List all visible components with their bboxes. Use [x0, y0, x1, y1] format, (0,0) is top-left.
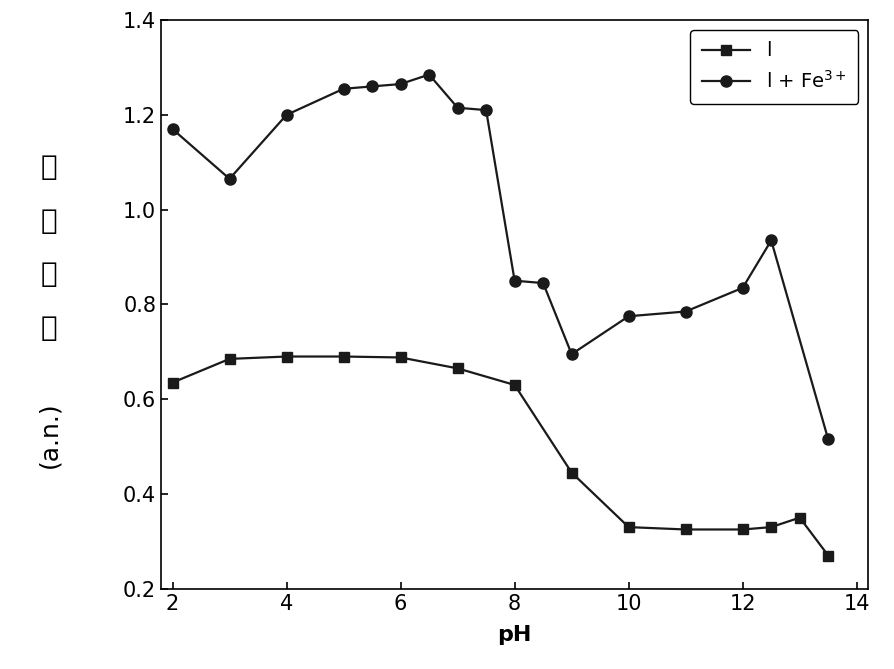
Text: 吸: 吸 [41, 153, 57, 181]
l [509, 381, 519, 389]
Line: l: l [167, 352, 832, 561]
l + Fe$^{3+}$ [679, 308, 690, 316]
l [338, 353, 349, 361]
Legend: l, l + Fe$^{3+}$: l, l + Fe$^{3+}$ [689, 30, 857, 104]
l [395, 353, 406, 361]
Text: 度: 度 [41, 314, 57, 342]
l [822, 551, 832, 559]
l + Fe$^{3+}$ [281, 111, 291, 119]
l + Fe$^{3+}$ [423, 70, 434, 78]
Text: 收: 收 [41, 207, 57, 235]
l [622, 523, 633, 531]
l + Fe$^{3+}$ [451, 104, 462, 112]
l + Fe$^{3+}$ [167, 125, 178, 133]
l [167, 379, 178, 387]
l [566, 468, 577, 476]
l [451, 365, 462, 373]
l + Fe$^{3+}$ [537, 279, 548, 287]
l [765, 523, 776, 531]
l [679, 525, 690, 533]
l + Fe$^{3+}$ [509, 277, 519, 285]
l + Fe$^{3+}$ [622, 312, 633, 320]
Text: 强: 强 [41, 260, 57, 288]
l [737, 525, 747, 533]
l + Fe$^{3+}$ [395, 80, 406, 88]
l [794, 514, 805, 522]
l + Fe$^{3+}$ [765, 236, 776, 244]
l + Fe$^{3+}$ [480, 106, 491, 114]
Text: (a.n.): (a.n.) [38, 401, 61, 468]
l + Fe$^{3+}$ [338, 85, 349, 93]
l [281, 353, 291, 361]
l + Fe$^{3+}$ [822, 436, 832, 444]
Line: l + Fe$^{3+}$: l + Fe$^{3+}$ [167, 69, 833, 445]
X-axis label: pH: pH [497, 625, 531, 645]
l + Fe$^{3+}$ [224, 175, 234, 183]
l [224, 355, 234, 363]
l + Fe$^{3+}$ [737, 284, 747, 292]
l + Fe$^{3+}$ [566, 350, 577, 358]
l + Fe$^{3+}$ [367, 82, 377, 90]
